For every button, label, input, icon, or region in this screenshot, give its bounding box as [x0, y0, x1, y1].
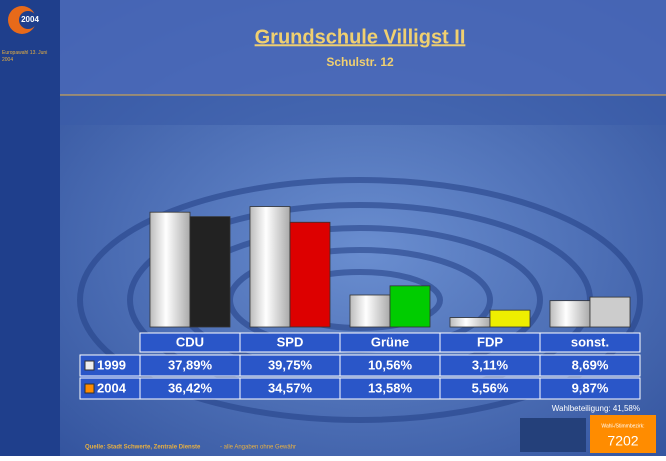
bar [489, 309, 531, 328]
category-label: SPD [277, 334, 304, 349]
logo-text: Europawahl 13. Juni 2004 [2, 50, 48, 63]
bar [389, 285, 431, 328]
value-label: 5,56% [472, 380, 509, 395]
legend-swatch [84, 383, 95, 394]
value-label: 10,56% [368, 357, 413, 372]
value-label: 34,57% [268, 380, 313, 395]
disclaimer: - alle Angaben ohne Gewähr [220, 445, 296, 451]
value-label: 39,75% [268, 357, 313, 372]
district-label: Wahl-/Stimmbezirk: [601, 423, 644, 429]
turnout: Wahlbeteiligung: 41,58% [552, 404, 640, 413]
table-cell [539, 377, 641, 400]
category-label: sonst. [571, 334, 609, 349]
logo-inner [19, 11, 37, 29]
header [0, 0, 666, 95]
chart-title: Grundschule Villigst II [255, 26, 466, 48]
table-cell [79, 354, 141, 377]
table-cell [539, 332, 641, 353]
source: Quelle: Stadt Schwerte, Zentrale Dienste [85, 445, 201, 451]
band [0, 95, 666, 125]
bar [549, 300, 591, 328]
legend-swatch [84, 360, 95, 371]
logo-text-box: Europawahl 13. Juni 2004 [2, 50, 48, 63]
table-cell [539, 354, 641, 377]
bar [589, 296, 631, 328]
legend-label: 1999 [97, 357, 126, 372]
category-label: FDP [477, 334, 503, 349]
district-box [590, 415, 656, 453]
value-label: 8,69% [572, 357, 609, 372]
legend-label: 2004 [97, 380, 127, 395]
sidebar [0, 0, 60, 456]
bar [449, 317, 491, 328]
value-label: 37,89% [168, 357, 213, 372]
chart-subtitle: Schulstr. 12 [326, 55, 394, 69]
value-label: 13,58% [368, 380, 413, 395]
category-label: Grüne [371, 334, 409, 349]
value-label: 9,87% [572, 380, 609, 395]
value-label: 3,11% [472, 357, 509, 372]
value-label: 36,42% [168, 380, 213, 395]
logo-year: 2004 [21, 15, 39, 24]
bar [149, 211, 191, 328]
bar [349, 294, 391, 328]
table-cell [79, 377, 141, 400]
bar [189, 216, 231, 328]
thumbnail [520, 418, 586, 452]
bar [249, 206, 291, 328]
category-label: CDU [176, 334, 204, 349]
bar [289, 221, 331, 328]
district: 7202 [607, 433, 638, 449]
